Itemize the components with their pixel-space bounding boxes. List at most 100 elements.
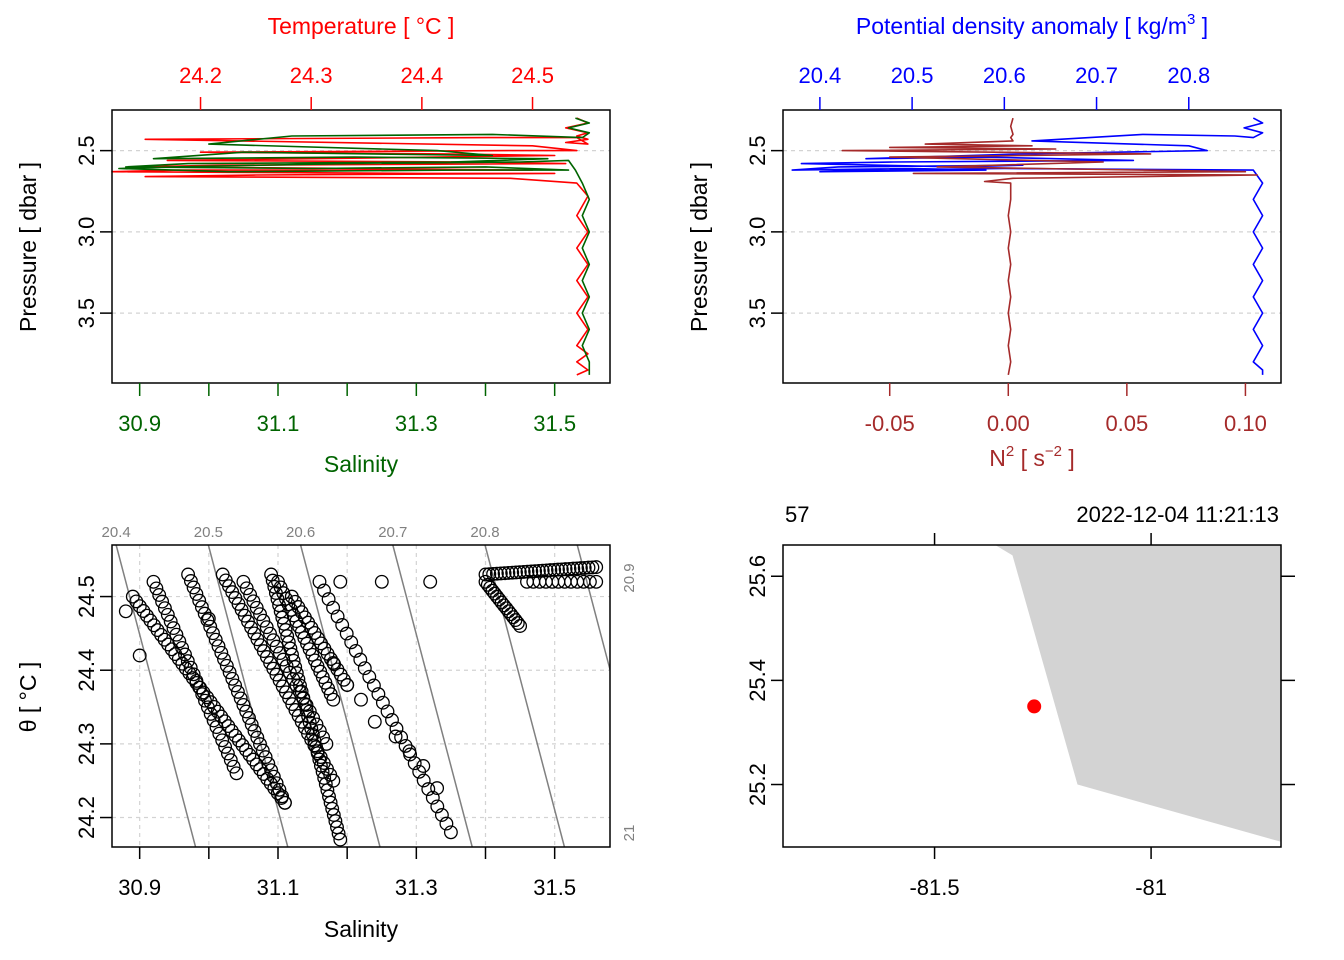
ts-point [172,634,187,649]
ts-point [152,588,167,602]
p1-plot-frame [111,109,611,384]
ts-point [317,583,331,598]
ts-point [321,592,336,607]
ts-point [231,733,246,748]
left-tick-label: 3.5 [74,298,99,329]
ts-point [585,560,600,575]
ts-point [566,561,581,576]
map-x-tick-label: -81.5 [909,875,959,900]
ts-point [367,714,382,729]
p2-profile-lines [791,117,1264,376]
isopycnal-line [484,545,566,847]
ts-point [242,711,256,725]
ts-point [260,771,275,786]
ts-point [189,587,204,601]
ts-point [203,706,218,721]
ts-point [236,697,251,712]
salinity-axis-label: Salinity [324,451,399,477]
ts-point [226,759,241,774]
ts-point [389,721,404,736]
ts-theta-ticks: 24.2 24.3 24.4 24.5 [74,575,112,839]
ts-point [246,594,261,609]
ts-point [189,673,204,688]
ts-point [513,619,528,633]
ts-point [326,692,341,707]
ts-point [194,600,209,615]
ts-salinity-axis-label: Salinity [324,916,399,942]
p4-plot-frame [782,544,1282,848]
ts-point [149,581,164,596]
isopycnal-line [669,545,748,847]
ts-point [430,781,445,796]
ts-point [249,600,264,615]
ts-point [186,580,201,595]
ts-point [198,693,212,708]
density-n2-panel: 20.4 20.5 20.6 20.7 20.8 -0.05 0.00 0.05 0.10 2… [686,11,1282,471]
ts-point [430,799,445,814]
ts-point [478,567,493,582]
land-polygon [995,545,1281,842]
ts-point [203,619,218,634]
ts-point [186,667,201,682]
ts-point [196,685,211,700]
ts-point [146,574,161,589]
ts-point [344,635,359,650]
ts-point [230,684,245,699]
ts-point [160,607,175,622]
ts-point [371,687,386,702]
p2-pressure-axis-label: Pressure [ dbar ] [686,162,712,332]
isopycnal-right-label: 20.9 [621,563,638,592]
ts-diagram-panel: 20.4 20.5 20.6 20.7 20.820.921 30.9 31.1 31.3 3… [15,524,748,942]
ts-point [180,654,195,669]
ts-point [357,661,372,676]
bottom-tick-label: 0.05 [1105,411,1148,436]
ts-point [573,561,588,576]
n2-exponent: 2 [1006,443,1014,460]
ts-point [312,574,327,589]
map-axis-ticks: -81.5 -81 25.6 25.4 25.2 [745,533,1295,900]
top-tick-label: 24.4 [400,63,443,88]
ts-y-tick-label: 24.3 [74,722,99,765]
map-y-tick-label: 25.6 [745,555,770,598]
isopycnal-top-label: 20.7 [378,524,407,541]
ts-point [493,566,508,581]
ts-point [482,567,497,582]
ts-point [269,639,284,654]
ts-point [326,655,341,670]
ts-point [269,776,284,791]
isopycnal-lines [115,545,748,847]
ts-point [253,737,267,752]
ts-point [195,687,210,702]
isopycnal-top-label: 20.8 [470,524,499,541]
ts-point [394,730,409,745]
station-date-label: 2022-12-04 11:21:13 [1076,502,1279,527]
ts-point [239,581,254,596]
ts-point [266,769,281,784]
ts-point [577,560,592,575]
ts-point [157,601,172,616]
bottom-tick-label: 30.9 [118,411,161,436]
p2-plot-frame [782,109,1282,384]
ts-point [217,652,231,667]
ts-point [589,574,604,589]
ts-point [589,560,604,575]
ts-y-tick-label: 24.5 [74,575,99,618]
map-x-tick-label: -81 [1135,875,1167,900]
ts-point [570,561,585,576]
ts-point [582,574,597,589]
bottom-tick-label: 31.1 [257,411,300,436]
isopycnal-right-label: 21 [621,825,638,842]
ts-point [249,757,264,772]
ts-point [425,790,440,805]
ts-point [163,614,178,629]
temperature-axis-label: Temperature [ °C ] [268,13,455,39]
ts-point [136,604,151,618]
ts-point [434,808,449,822]
ts-point [157,632,172,647]
ts-point [407,756,422,771]
isopycnal-line [207,545,289,847]
ts-point [139,608,154,623]
p2-pressure-axis-ticks: 2.5 3.0 3.5 [745,135,783,328]
ts-point [206,626,220,641]
